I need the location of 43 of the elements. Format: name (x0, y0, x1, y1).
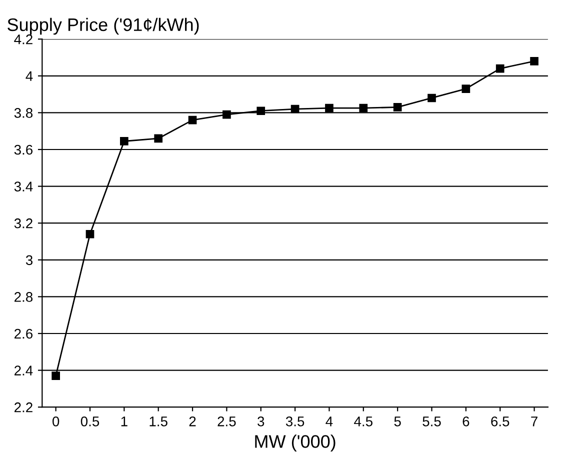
point (120, 137, 128, 146)
x-tick-label: 3.5 (286, 416, 304, 426)
x-tick-label: 0 (52, 416, 60, 426)
y-tick-label: 4.2 (14, 34, 32, 44)
x-tick-label: 3 (258, 416, 264, 426)
point (222, 110, 231, 119)
point (462, 84, 470, 93)
y-tick-label: 2.8 (14, 292, 33, 302)
x-tick-label: 2 (189, 416, 196, 426)
point (393, 103, 402, 112)
point (256, 106, 266, 116)
point (154, 134, 163, 143)
x-tick-label: 0.5 (80, 416, 100, 426)
point (428, 94, 436, 102)
point (325, 104, 334, 112)
x-tick-label: 4.5 (354, 416, 372, 426)
x-tick-label: 2.5 (218, 416, 236, 426)
y-axis-title: Supply Price ('91¢/kWh) (8, 18, 199, 35)
y-tick-label: 2.2 (14, 402, 32, 412)
x-tick-label: 6.5 (491, 416, 510, 426)
y-tick-label: 3.6 (14, 144, 33, 155)
x-axis-title: MW ('000) (255, 434, 336, 452)
y-tick-label: 2.6 (14, 328, 33, 339)
point (530, 57, 538, 66)
x-tick-label: 1 (121, 416, 128, 426)
y-tick-label: 3 (26, 255, 33, 266)
y-tick-label: 3.8 (14, 108, 33, 118)
y-tick-label: 4 (26, 71, 33, 81)
x-tick-label: 1.5 (150, 416, 168, 426)
x-tick-label: 4 (326, 416, 333, 426)
x-tick-label: 7 (531, 416, 538, 426)
y-tick-label: 2.4 (14, 366, 33, 376)
x-tick-label: 5.5 (422, 416, 441, 426)
x-tick-label: 6 (462, 416, 470, 426)
point (86, 230, 94, 238)
point (359, 104, 368, 112)
y-tick-label: 3.2 (14, 218, 32, 228)
point (188, 116, 197, 124)
y-tick-label: 3.4 (14, 182, 33, 192)
point (52, 372, 60, 380)
x-tick-label: 5 (394, 416, 401, 426)
point (290, 104, 300, 114)
point (496, 64, 504, 73)
